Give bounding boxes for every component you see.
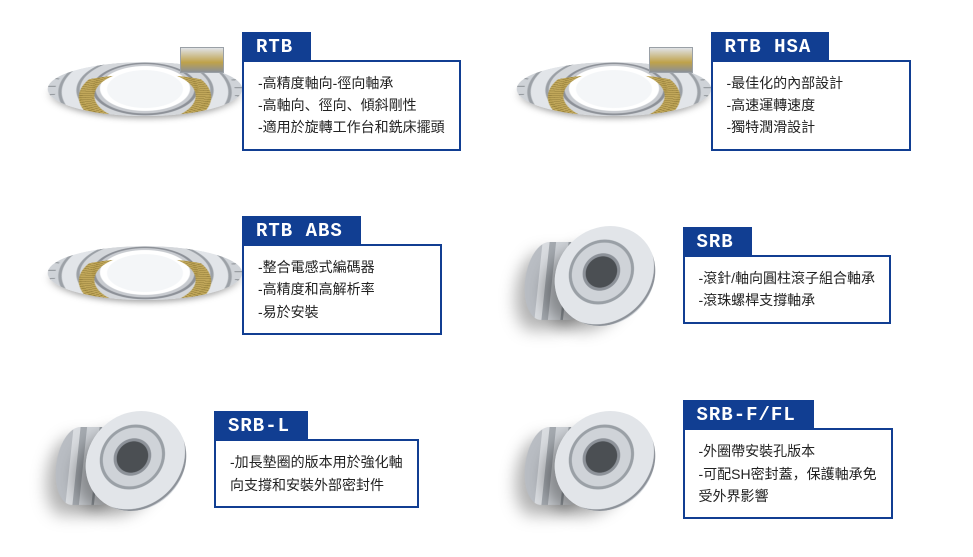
cylinder-bearing-icon <box>509 198 679 348</box>
ring-bearing-icon <box>509 19 719 159</box>
product-card-srb-l: SRB-L -加長墊圈的版本用於強化軸 向支撐和安裝外部密封件 <box>40 379 485 537</box>
product-card-srb-ffl: SRB-F/FL -外圈帶安裝孔版本 -可配SH密封蓋，保護軸承免 受外界影響 <box>509 379 954 537</box>
product-features: -整合電感式編碼器 -高精度和高解析率 -易於安裝 <box>242 244 442 335</box>
product-info-srb-l: SRB-L -加長墊圈的版本用於強化軸 向支撐和安裝外部密封件 <box>214 411 419 508</box>
product-info-rtb: RTB -高精度軸向-徑向軸承 -高軸向、徑向、傾斜剛性 -適用於旋轉工作台和銑… <box>242 32 461 151</box>
product-info-rtb-abs: RTB ABS -整合電感式編碼器 -高精度和高解析率 -易於安裝 <box>242 216 442 335</box>
product-image-srb-l <box>40 383 210 533</box>
product-features: -高精度軸向-徑向軸承 -高軸向、徑向、傾斜剛性 -適用於旋轉工作台和銑床擺頭 <box>242 60 461 151</box>
product-image-rtb-hsa <box>509 19 719 159</box>
product-features: -滾針/軸向圓柱滾子組合軸承 -滾珠螺桿支撐軸承 <box>683 255 892 324</box>
product-title: RTB ABS <box>242 216 361 246</box>
product-image-rtb <box>40 19 250 159</box>
product-card-rtb-hsa: RTB HSA -最佳化的內部設計 -高速運轉速度 -獨特潤滑設計 <box>509 10 954 168</box>
product-title: RTB HSA <box>711 32 830 62</box>
cylinder-bearing-icon <box>40 383 210 533</box>
product-features: -最佳化的內部設計 -高速運轉速度 -獨特潤滑設計 <box>711 60 911 151</box>
cylinder-bearing-flange-icon <box>509 383 679 533</box>
product-title: RTB <box>242 32 311 62</box>
product-card-rtb: RTB -高精度軸向-徑向軸承 -高軸向、徑向、傾斜剛性 -適用於旋轉工作台和銑… <box>40 10 485 168</box>
ring-bearing-icon <box>40 203 250 343</box>
product-info-srb-ffl: SRB-F/FL -外圈帶安裝孔版本 -可配SH密封蓋，保護軸承免 受外界影響 <box>683 400 893 519</box>
product-grid: RTB -高精度軸向-徑向軸承 -高軸向、徑向、傾斜剛性 -適用於旋轉工作台和銑… <box>0 0 973 557</box>
product-card-rtb-abs: RTB ABS -整合電感式編碼器 -高精度和高解析率 -易於安裝 <box>40 194 485 352</box>
product-image-srb <box>509 198 679 348</box>
product-info-srb: SRB -滾針/軸向圓柱滾子組合軸承 -滾珠螺桿支撐軸承 <box>683 227 892 324</box>
product-image-srb-ffl <box>509 383 679 533</box>
product-card-srb: SRB -滾針/軸向圓柱滾子組合軸承 -滾珠螺桿支撐軸承 <box>509 194 954 352</box>
product-features: -外圈帶安裝孔版本 -可配SH密封蓋，保護軸承免 受外界影響 <box>683 428 893 519</box>
product-image-rtb-abs <box>40 203 250 343</box>
product-title: SRB-F/FL <box>683 400 814 430</box>
product-info-rtb-hsa: RTB HSA -最佳化的內部設計 -高速運轉速度 -獨特潤滑設計 <box>711 32 911 151</box>
ring-bearing-icon <box>40 19 250 159</box>
product-title: SRB-L <box>214 411 308 441</box>
product-features: -加長墊圈的版本用於強化軸 向支撐和安裝外部密封件 <box>214 439 419 508</box>
product-title: SRB <box>683 227 752 257</box>
